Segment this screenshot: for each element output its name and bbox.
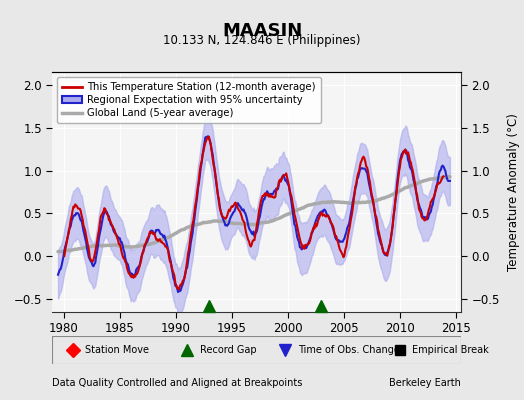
Text: MAASIN: MAASIN <box>222 22 302 40</box>
Text: 10.133 N, 124.846 E (Philippines): 10.133 N, 124.846 E (Philippines) <box>163 34 361 47</box>
Legend: This Temperature Station (12-month average), Regional Expectation with 95% uncer: This Temperature Station (12-month avera… <box>58 77 321 123</box>
Text: Empirical Break: Empirical Break <box>412 345 489 355</box>
Text: Record Gap: Record Gap <box>200 345 256 355</box>
Text: Time of Obs. Change: Time of Obs. Change <box>298 345 399 355</box>
Y-axis label: Temperature Anomaly (°C): Temperature Anomaly (°C) <box>507 113 520 271</box>
Text: Station Move: Station Move <box>85 345 149 355</box>
Text: Berkeley Earth: Berkeley Earth <box>389 378 461 388</box>
Text: Data Quality Controlled and Aligned at Breakpoints: Data Quality Controlled and Aligned at B… <box>52 378 303 388</box>
